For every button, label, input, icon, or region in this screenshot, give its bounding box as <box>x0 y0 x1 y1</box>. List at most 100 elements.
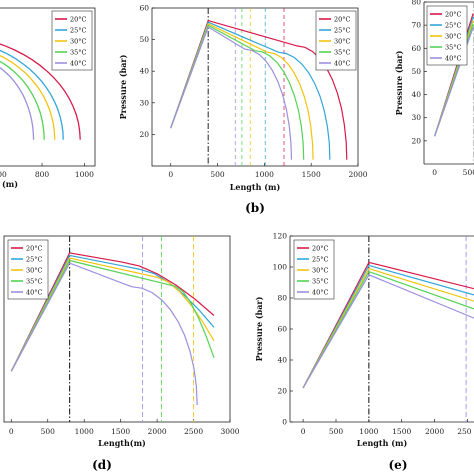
panel-e-xtick-label-2: 1000 <box>359 427 378 436</box>
panel-b-frame <box>151 7 359 167</box>
panel-a-series-3 <box>0 60 45 140</box>
panel-b-series-4 <box>170 26 293 160</box>
panel-b-series-2 <box>170 22 314 160</box>
panel-e-label: (e) <box>389 458 408 472</box>
panel-c-legend-label-1: 25°C <box>445 22 462 30</box>
panel-a-xtick-label-0: 600 <box>0 170 7 179</box>
panel-a-xlabel: (m) <box>2 179 18 189</box>
panel-d-xtick-label-5: 2500 <box>184 427 203 436</box>
panel-c: 20 30 40 50 60 70 80 0 5000 20°C 25°C 30°C 35°C 40°C P… <box>394 0 474 177</box>
panel-e-xtick-label-3: 1500 <box>392 427 411 436</box>
panel-a-legend-label-1: 25°C <box>70 27 87 35</box>
panel-d-xtick-label-3: 1500 <box>111 427 130 436</box>
panel-c-ytick-label-2: 40 <box>411 90 421 99</box>
panel-c-xtick-label-0: 0 <box>432 168 437 177</box>
panel-e-legend-label-2: 30°C <box>312 267 329 275</box>
panel-c-ylabel: Pressure (bar) <box>394 50 404 115</box>
panel-b: 20 30 40 50 60 0 500 1000 1500 2000 20°C 25°C 30°C 35… <box>118 4 368 216</box>
panel-b-legend-label-1: 25°C <box>334 27 351 35</box>
panel-d-xtick-label-1: 500 <box>41 427 56 436</box>
panel-c-ytick-label-6: 80 <box>411 0 421 7</box>
panel-a-curves <box>0 43 81 140</box>
panel-a-legend-label-0: 20°C <box>70 16 87 24</box>
panel-e-xtick-label-5: 250 <box>457 427 472 436</box>
panel-e-legend-label-0: 20°C <box>312 245 329 253</box>
panel-b-ytick-label-1: 30 <box>139 98 149 107</box>
panel-e-ytick-label-0: 0 <box>282 418 287 427</box>
panel-a-series-4 <box>0 66 35 140</box>
panel-e-ylabel: Pressure (bar) <box>254 296 264 361</box>
panel-a-xtick-label-2: 1000 <box>75 170 94 179</box>
panel-a-series-1 <box>0 49 64 140</box>
panel-c-ytick-label-0: 20 <box>411 136 421 145</box>
panel-d-series-4 <box>10 262 198 406</box>
panel-c-ytick-label-3: 50 <box>411 67 421 76</box>
panel-d-xtick-label-0: 0 <box>9 427 14 436</box>
panel-c-xtick-label-1: 5000 <box>463 168 474 177</box>
panel-e-xtick-label-4: 2000 <box>425 427 444 436</box>
panel-a-legend-label-3: 35°C <box>70 49 87 57</box>
panel-d: 0 500 1000 1500 2000 2500 3000 20°C 25°C 30°C 35°C… <box>3 235 240 472</box>
panel-d-series-3 <box>10 259 215 372</box>
panel-e-legend-label-1: 25°C <box>312 256 329 264</box>
panel-d-legend-label-4: 40°C <box>26 289 43 297</box>
panel-b-legend-label-0: 20°C <box>334 16 351 24</box>
panel-d-legend-label-2: 30°C <box>26 267 43 275</box>
panel-b-legend-label-2: 30°C <box>334 38 351 46</box>
panel-c-ytick-label-4: 60 <box>411 44 421 53</box>
panel-b-ylabel: Pressure (bar) <box>118 54 128 119</box>
panel-b-ytick-label-4: 60 <box>139 4 149 13</box>
panel-d-frame <box>3 235 231 423</box>
panel-b-series-3 <box>170 24 305 160</box>
panel-d-xtick-label-2: 1000 <box>75 427 94 436</box>
panel-c-ytick-label-1: 30 <box>411 113 421 122</box>
panel-d-xtick-label-4: 2000 <box>148 427 167 436</box>
panel-e-legend-label-3: 35°C <box>312 278 329 286</box>
panel-d-legend-label-0: 20°C <box>26 245 43 253</box>
panel-e-ytick-label-1: 20 <box>277 387 287 396</box>
panel-d-series-1 <box>10 254 215 372</box>
panel-e-xtick-label-1: 500 <box>329 427 344 436</box>
panel-c-legend-label-4: 40°C <box>445 55 462 63</box>
panel-b-ytick-label-3: 50 <box>139 35 149 44</box>
panel-b-xtick-label-2: 1000 <box>255 170 274 179</box>
panel-e-ytick-label-2: 40 <box>277 356 287 365</box>
panel-a-frame <box>0 7 96 167</box>
panel-a-legend-label-4: 40°C <box>70 60 87 68</box>
panel-a-xtick-label-1: 800 <box>35 170 50 179</box>
panel-b-label: (b) <box>245 201 265 215</box>
panel-e-series-4 <box>302 274 474 389</box>
panel-b-legend-label-3: 35°C <box>334 49 351 57</box>
panel-e-ytick-label-5: 100 <box>273 263 288 272</box>
panel-a: 20°C 25°C 30°C 35°C 40°C 600 800 1000 (m) <box>0 7 96 189</box>
panel-e-xtick-label-0: 0 <box>301 427 306 436</box>
panel-d-series-2 <box>10 257 215 372</box>
panel-d-legend-label-1: 25°C <box>26 256 43 264</box>
panel-b-ytick-label-2: 40 <box>139 67 149 76</box>
panel-b-xlabel: Length (m) <box>230 182 281 192</box>
panel-e-ytick-label-3: 60 <box>277 325 287 334</box>
panel-a-legend-label-2: 30°C <box>70 38 87 46</box>
panel-c-legend-label-0: 20°C <box>445 11 462 19</box>
panel-d-xtick-label-6: 3000 <box>220 427 239 436</box>
panel-c-ytick-label-5: 70 <box>411 21 421 30</box>
panel-b-xtick-label-1: 500 <box>210 170 225 179</box>
panel-b-legend-label-4: 40°C <box>334 60 351 68</box>
panel-c-legend-label-3: 35°C <box>445 44 462 52</box>
panel-a-series-2 <box>0 54 56 140</box>
panel-e: 0 20 40 60 80 100 120 0 500 1000 1500 2000 250 20°C 25… <box>254 232 474 472</box>
panel-b-xtick-label-4: 2000 <box>348 170 367 179</box>
panel-d-legend-label-3: 35°C <box>26 278 43 286</box>
panel-e-legend-label-4: 40°C <box>312 289 329 297</box>
panel-b-xtick-label-3: 1500 <box>302 170 321 179</box>
panel-b-series-1 <box>170 21 331 160</box>
panel-a-series-0 <box>0 43 81 140</box>
panel-e-ytick-label-4: 80 <box>277 294 287 303</box>
panel-b-ytick-label-0: 20 <box>139 130 149 139</box>
panel-d-label: (d) <box>92 458 112 472</box>
panel-d-series-0 <box>10 252 215 372</box>
panel-d-xlabel: Length(m) <box>98 438 146 448</box>
panel-e-ytick-label-6: 120 <box>273 232 288 241</box>
panel-c-legend-label-2: 30°C <box>445 33 462 41</box>
